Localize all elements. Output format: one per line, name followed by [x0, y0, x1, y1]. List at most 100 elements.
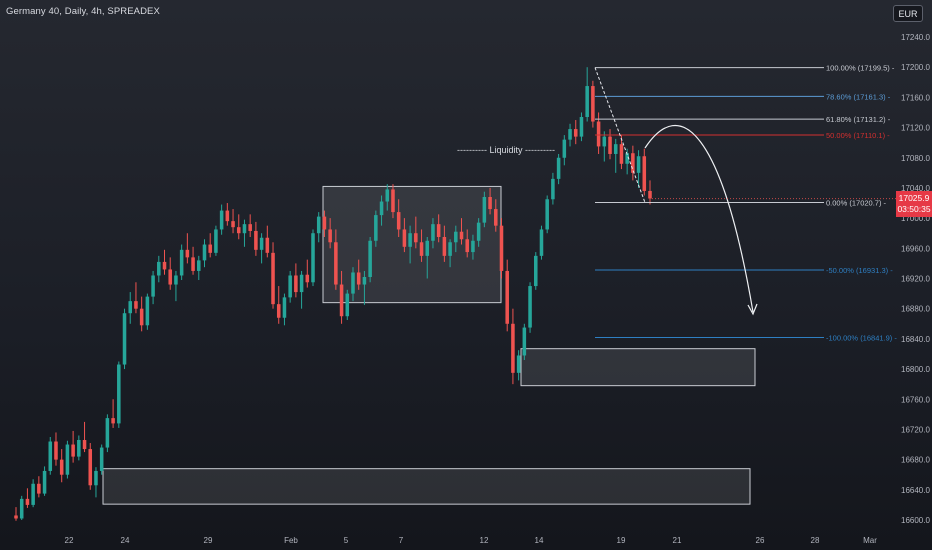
y-tick-label: 17200.0 [901, 63, 930, 72]
candle [436, 214, 441, 243]
candle [562, 135, 567, 166]
y-tick-label: 16960.0 [901, 244, 930, 253]
candle-body [65, 444, 70, 475]
candle [442, 225, 447, 262]
candle-body [254, 230, 258, 250]
candle-body [14, 515, 18, 519]
candle-body [322, 216, 327, 230]
candle [385, 184, 390, 211]
candle [111, 399, 115, 428]
last-price-value: 17025.9 [898, 193, 930, 203]
candle [334, 229, 338, 290]
candle-body [179, 249, 184, 276]
candle [608, 129, 612, 160]
candle-body [94, 470, 98, 486]
candle [568, 123, 572, 147]
fib-level-label: 61.80% (17131.2) - [826, 115, 891, 124]
candle [488, 187, 492, 215]
candle-body [334, 242, 338, 285]
candle [259, 233, 264, 264]
candle-body [37, 483, 41, 494]
candle-body [579, 116, 584, 137]
candle-body [351, 272, 355, 294]
candle [77, 435, 81, 461]
candle [294, 263, 298, 298]
candle-body [311, 233, 315, 283]
fib-level-label: 78.60% (17161.3) - [826, 92, 891, 101]
candle [425, 236, 430, 279]
candle [345, 289, 350, 321]
candle-body [636, 156, 641, 173]
candle-body [494, 209, 498, 226]
candle [59, 449, 64, 483]
candle-body [551, 178, 555, 200]
candle-body [305, 274, 310, 283]
candle [579, 112, 584, 142]
candle [174, 270, 178, 302]
candle-body [134, 301, 138, 309]
candle-body [356, 272, 361, 285]
x-tick-label: 24 [121, 536, 130, 545]
candle-body [105, 418, 110, 448]
candle-body [648, 190, 652, 199]
candle [362, 270, 367, 305]
candle-body [425, 240, 430, 256]
candle [402, 218, 407, 253]
y-tick-label: 17080.0 [901, 154, 930, 163]
candle-body [488, 196, 492, 210]
candle-body [465, 239, 469, 253]
chart-title: Germany 40, Daily, 4h, SPREADEX [6, 6, 160, 17]
y-tick-label: 17160.0 [901, 93, 930, 102]
candle-body [276, 304, 281, 318]
candle [65, 440, 70, 479]
currency-button[interactable]: EUR [893, 5, 923, 22]
x-tick-label: 21 [673, 536, 682, 545]
candle [271, 242, 275, 309]
candle-body [48, 441, 53, 471]
candle [299, 270, 304, 309]
y-tick-label: 16800.0 [901, 365, 930, 374]
last-price-tag: 17025.9 03:50:35 [896, 191, 932, 217]
candle [288, 270, 292, 303]
y-tick-label: 16680.0 [901, 456, 930, 465]
candle-body [59, 459, 64, 475]
candle-body [591, 86, 595, 122]
candle-body [625, 153, 629, 164]
candle-body [99, 447, 104, 471]
candle [625, 148, 629, 175]
candle [631, 145, 635, 181]
candle [94, 467, 98, 498]
candle-body [362, 276, 367, 285]
candle [471, 234, 475, 260]
candle [642, 148, 647, 196]
candle [339, 270, 344, 324]
candle [602, 131, 607, 162]
candle [328, 218, 332, 249]
candle-body [42, 470, 47, 494]
candle-body [573, 129, 578, 137]
candle-body [139, 308, 144, 326]
candle-body [471, 240, 475, 253]
candle [322, 210, 327, 237]
y-tick-label: 17120.0 [901, 124, 930, 133]
candle-body [288, 275, 292, 298]
candle [139, 296, 144, 332]
candle [419, 229, 424, 262]
bar-countdown: 03:50:35 [897, 204, 931, 214]
candle [522, 323, 527, 361]
candle-body [77, 440, 81, 457]
candle [505, 259, 509, 332]
candle-body [339, 284, 344, 317]
candle [414, 216, 418, 249]
fib-trend-line [594, 67, 646, 203]
candle [368, 236, 372, 283]
candle [305, 259, 310, 288]
candle [516, 350, 521, 381]
candle-body [402, 229, 407, 247]
zone-demand-zone-upper [520, 348, 756, 387]
candle-body [157, 261, 161, 276]
candle-body [231, 221, 235, 228]
x-tick-label: Mar [863, 536, 877, 545]
